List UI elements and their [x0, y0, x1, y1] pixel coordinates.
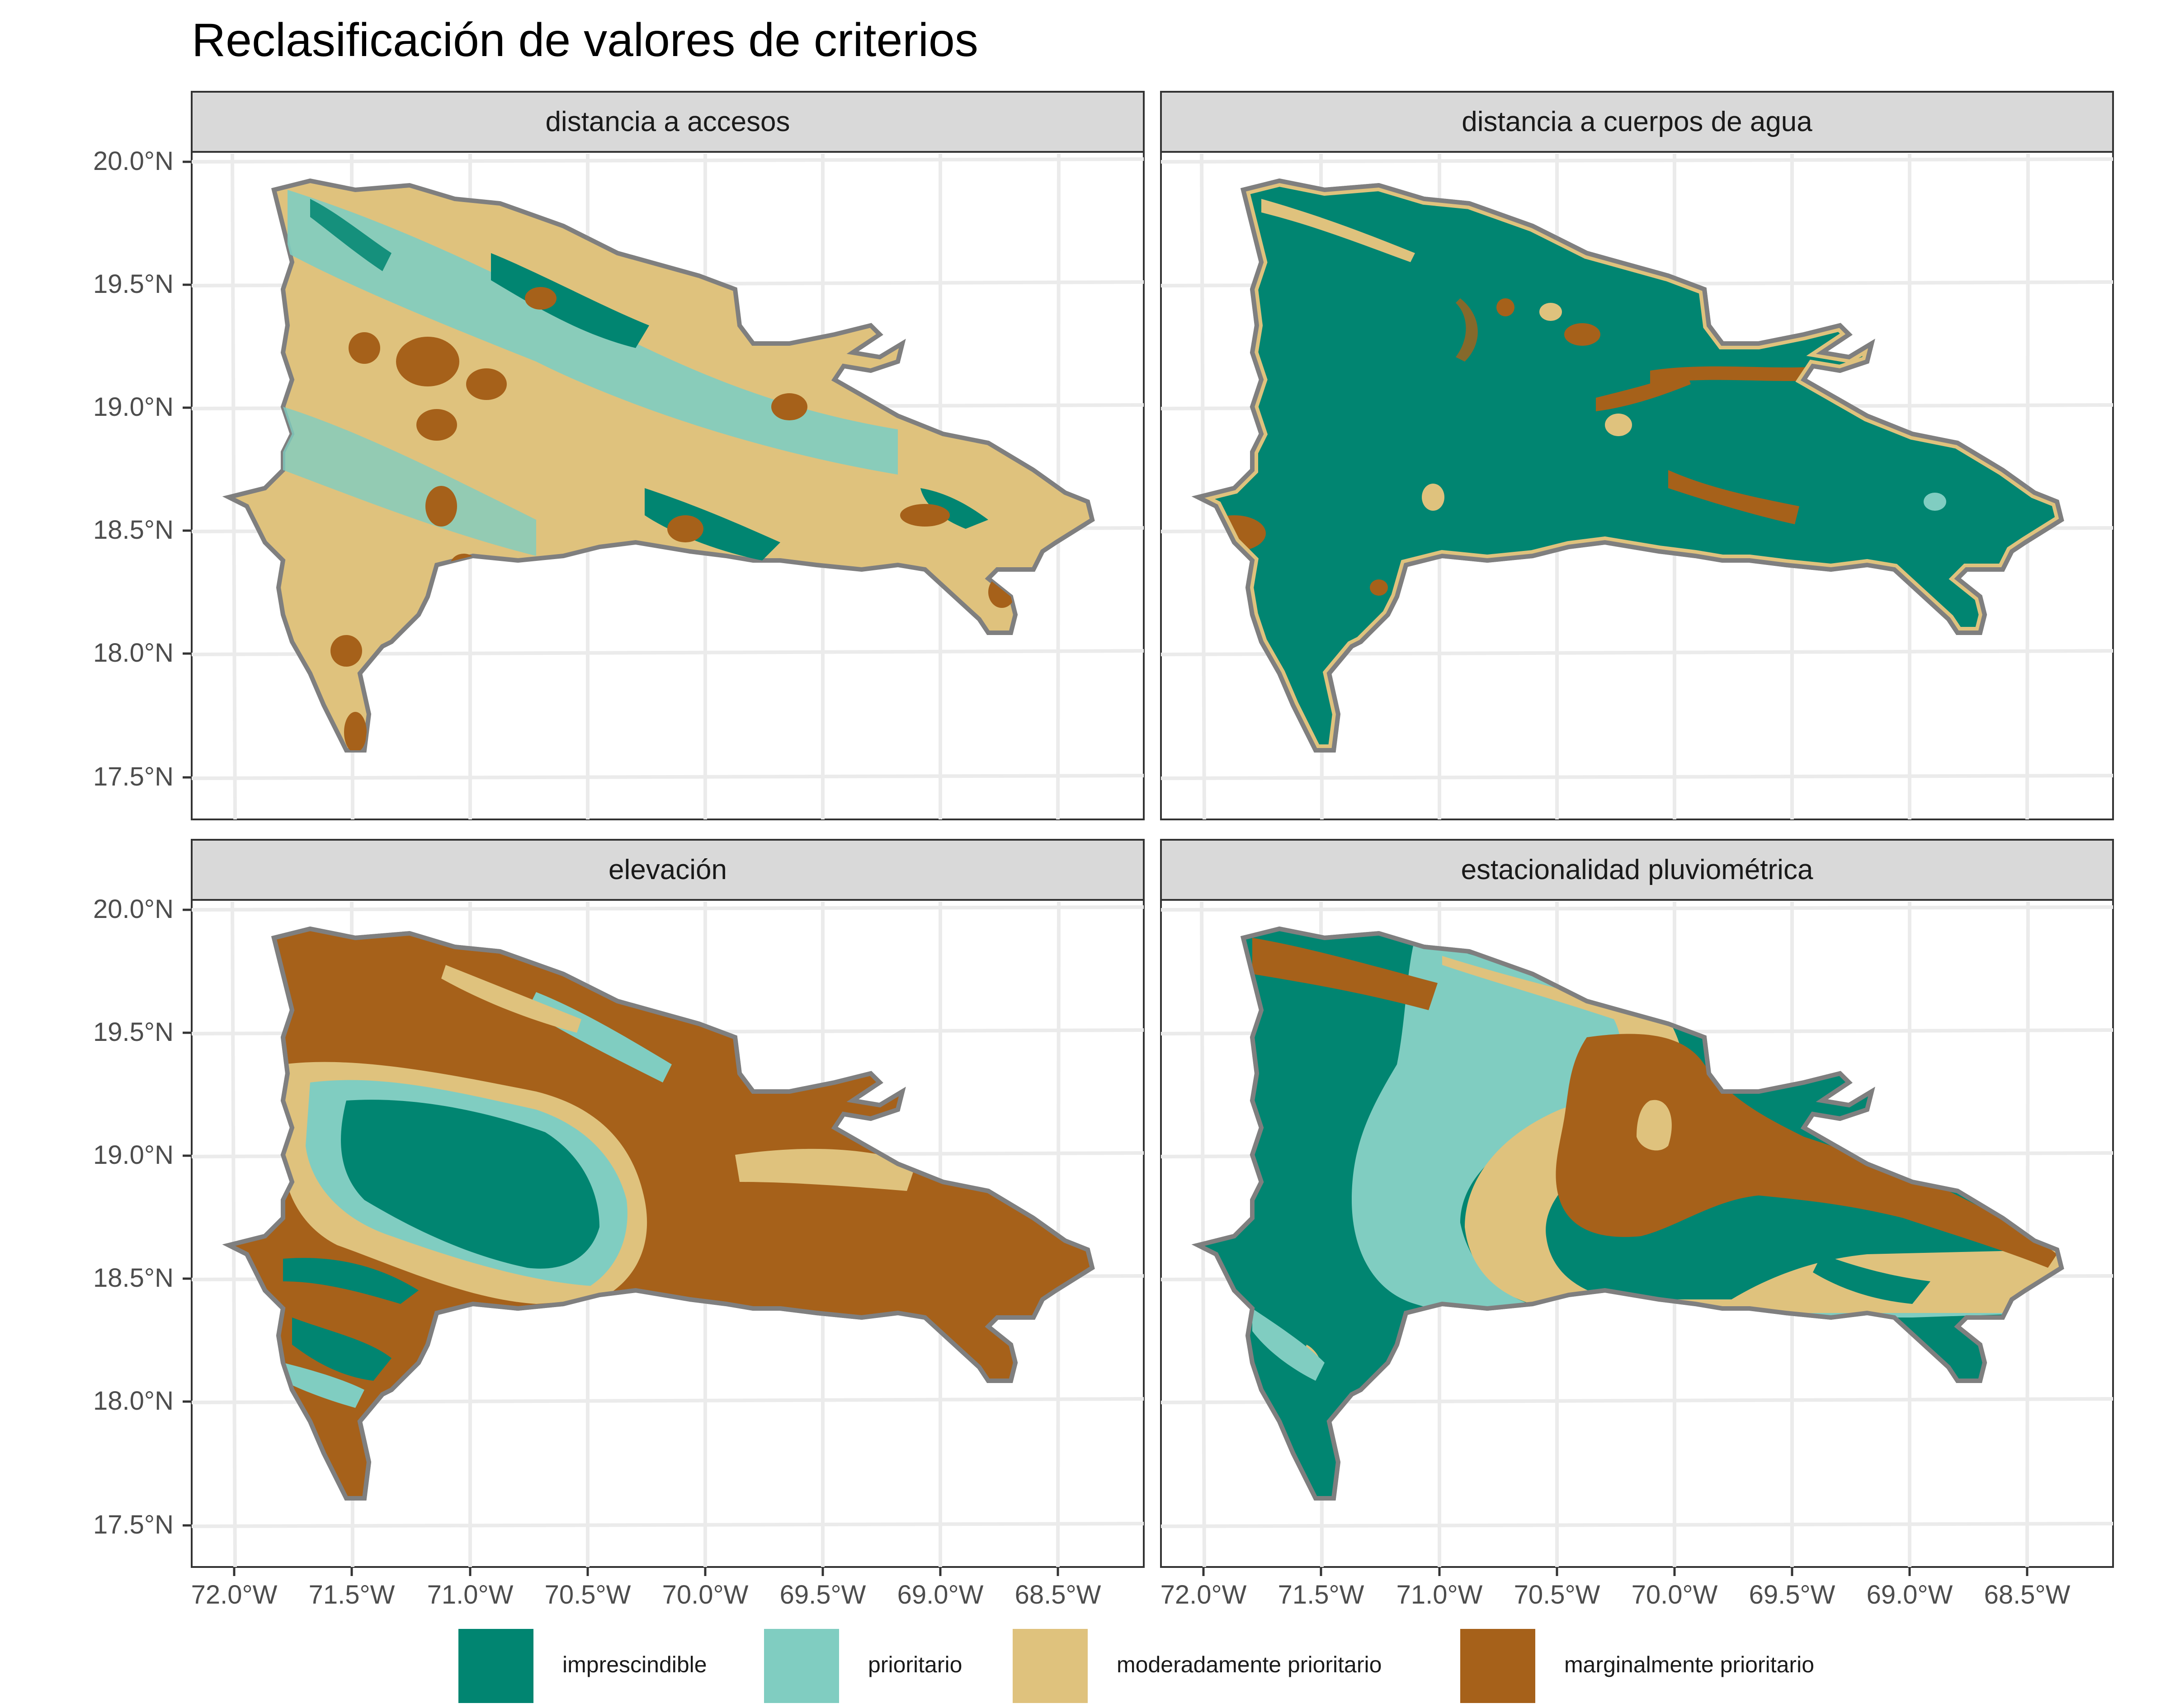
x-axis-right: 72.0°W 71.5°W 71.0°W 70.5°W 70.0°W 69.5°… [1160, 1580, 2071, 1609]
x-tick-label: 68.5°W [1015, 1580, 1101, 1609]
legend-swatch-marginalmente-prioritario [1460, 1629, 1535, 1703]
y-tick-label: 19.5°N [93, 269, 174, 299]
x-tick-label: 69.5°W [1749, 1580, 1835, 1609]
access-class-patches [283, 190, 1015, 750]
x-axis-left-ticks [233, 1567, 1059, 1576]
y-tick-label: 20.0°N [93, 146, 174, 176]
x-tick-label: 72.0°W [1160, 1580, 1247, 1609]
x-tick-label: 69.5°W [780, 1580, 866, 1609]
x-tick-label: 71.0°W [1396, 1580, 1483, 1609]
strip-label-access: distancia a accesos [545, 106, 790, 137]
x-tick-label: 71.5°W [309, 1580, 395, 1609]
x-tick-label: 70.5°W [545, 1580, 631, 1609]
page-title: Reclasificación de valores de criterios [192, 14, 978, 66]
x-tick-label: 71.0°W [427, 1580, 514, 1609]
legend-label: prioritario [868, 1652, 962, 1677]
legend-swatch-prioritario [764, 1629, 839, 1703]
x-tick-label: 70.5°W [1514, 1580, 1600, 1609]
legend-label: marginalmente prioritario [1564, 1652, 1814, 1677]
x-tick-label: 69.0°W [897, 1580, 984, 1609]
y-tick-label: 18.0°N [93, 1386, 174, 1416]
y-tick-label: 17.5°N [93, 762, 174, 791]
y-tick-label: 19.0°N [93, 1140, 174, 1170]
legend-swatch-moderadamente-prioritario [1013, 1629, 1088, 1703]
y-tick-label: 18.5°N [93, 515, 174, 545]
legend: imprescindible prioritario moderadamente… [458, 1629, 1814, 1703]
y-axis-top-ticks [183, 160, 192, 779]
x-tick-label: 72.0°W [191, 1580, 278, 1609]
x-axis-right-ticks [1202, 1567, 2028, 1576]
water-class-patches [1203, 199, 1946, 596]
y-tick-label: 17.5°N [93, 1510, 174, 1539]
x-tick-label: 71.5°W [1278, 1580, 1364, 1609]
y-tick-label: 20.0°N [93, 894, 174, 924]
panel-water: distancia a cuerpos de agua [1160, 91, 2114, 820]
x-tick-label: 70.0°W [1632, 1580, 1718, 1609]
panel-access: distancia a accesos [191, 91, 1145, 820]
legend-swatch-imprescindible [458, 1629, 533, 1703]
elev-class-patches [283, 965, 916, 1408]
x-tick-label: 68.5°W [1984, 1580, 2071, 1609]
panel-elev: elevación [191, 839, 1145, 1568]
y-axis-bottom-ticks [183, 908, 192, 1527]
rain-class-patches [1252, 938, 2062, 1381]
y-tick-label: 19.0°N [93, 392, 174, 422]
x-tick-label: 69.0°W [1867, 1580, 1953, 1609]
y-tick-label: 18.5°N [93, 1263, 174, 1293]
y-tick-label: 19.5°N [93, 1017, 174, 1047]
y-axis-bottom: 20.0°N 19.5°N 19.0°N 18.5°N 18.0°N 17.5°… [93, 894, 174, 1539]
x-axis-left: 72.0°W 71.5°W 71.0°W 70.5°W 70.0°W 69.5°… [191, 1580, 1101, 1609]
y-tick-label: 18.0°N [93, 638, 174, 668]
strip-label-rain: estacionalidad pluviométrica [1461, 854, 1813, 885]
strip-label-elev: elevación [609, 854, 727, 885]
x-tick-label: 70.0°W [662, 1580, 749, 1609]
legend-label: moderadamente prioritario [1117, 1652, 1382, 1677]
legend-label: imprescindible [562, 1652, 707, 1677]
panel-rain: estacionalidad pluviométrica [1160, 839, 2114, 1568]
y-axis-top: 20.0°N 19.5°N 19.0°N 18.5°N 18.0°N 17.5°… [93, 146, 174, 791]
strip-label-water: distancia a cuerpos de agua [1462, 106, 1812, 137]
